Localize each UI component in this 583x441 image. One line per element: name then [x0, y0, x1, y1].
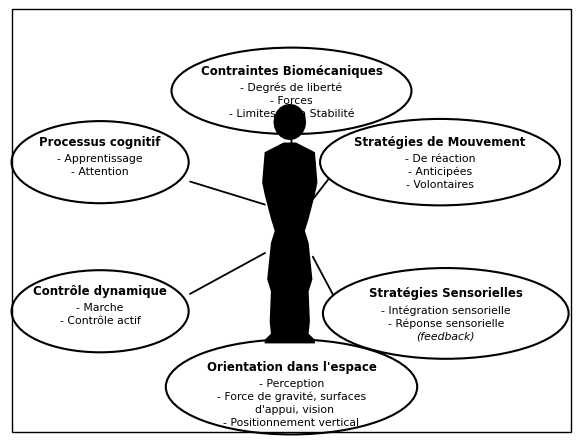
Text: - Intégration sensorielle: - Intégration sensorielle [381, 305, 511, 316]
Text: - Réponse sensorielle: - Réponse sensorielle [388, 318, 504, 329]
Text: Processus cognitif: Processus cognitif [39, 136, 161, 149]
Ellipse shape [171, 48, 412, 134]
Text: - Anticipées: - Anticipées [408, 167, 472, 177]
Polygon shape [262, 142, 317, 344]
Text: - Marche: - Marche [76, 303, 124, 313]
Text: - Apprentissage: - Apprentissage [57, 154, 143, 164]
Ellipse shape [12, 270, 189, 352]
Text: Stratégies de Mouvement: Stratégies de Mouvement [354, 136, 526, 149]
Text: - Contrôle actif: - Contrôle actif [59, 316, 141, 326]
Text: Contraintes Biomécaniques: Contraintes Biomécaniques [201, 65, 382, 78]
Ellipse shape [12, 121, 189, 203]
Text: - Volontaires: - Volontaires [406, 180, 474, 190]
Text: - Force de gravité, surfaces: - Force de gravité, surfaces [217, 392, 366, 402]
Polygon shape [273, 104, 306, 140]
Ellipse shape [320, 119, 560, 206]
Text: - Attention: - Attention [71, 167, 129, 177]
Text: - Forces: - Forces [270, 96, 313, 106]
Text: Orientation dans l'espace: Orientation dans l'espace [206, 361, 377, 374]
Text: d'appui, vision: d'appui, vision [248, 405, 335, 415]
Text: - Degrés de liberté: - Degrés de liberté [240, 82, 343, 93]
Ellipse shape [166, 340, 417, 434]
Text: - Limites de la Stabilité: - Limites de la Stabilité [229, 109, 354, 119]
Text: - De réaction: - De réaction [405, 154, 475, 164]
Text: Contrôle dynamique: Contrôle dynamique [33, 285, 167, 298]
Ellipse shape [323, 268, 568, 359]
Text: Stratégies Sensorielles: Stratégies Sensorielles [369, 288, 523, 300]
Text: - Perception: - Perception [259, 379, 324, 389]
Text: (feedback): (feedback) [416, 331, 475, 341]
Text: - Positionnement vertical: - Positionnement vertical [223, 418, 360, 428]
